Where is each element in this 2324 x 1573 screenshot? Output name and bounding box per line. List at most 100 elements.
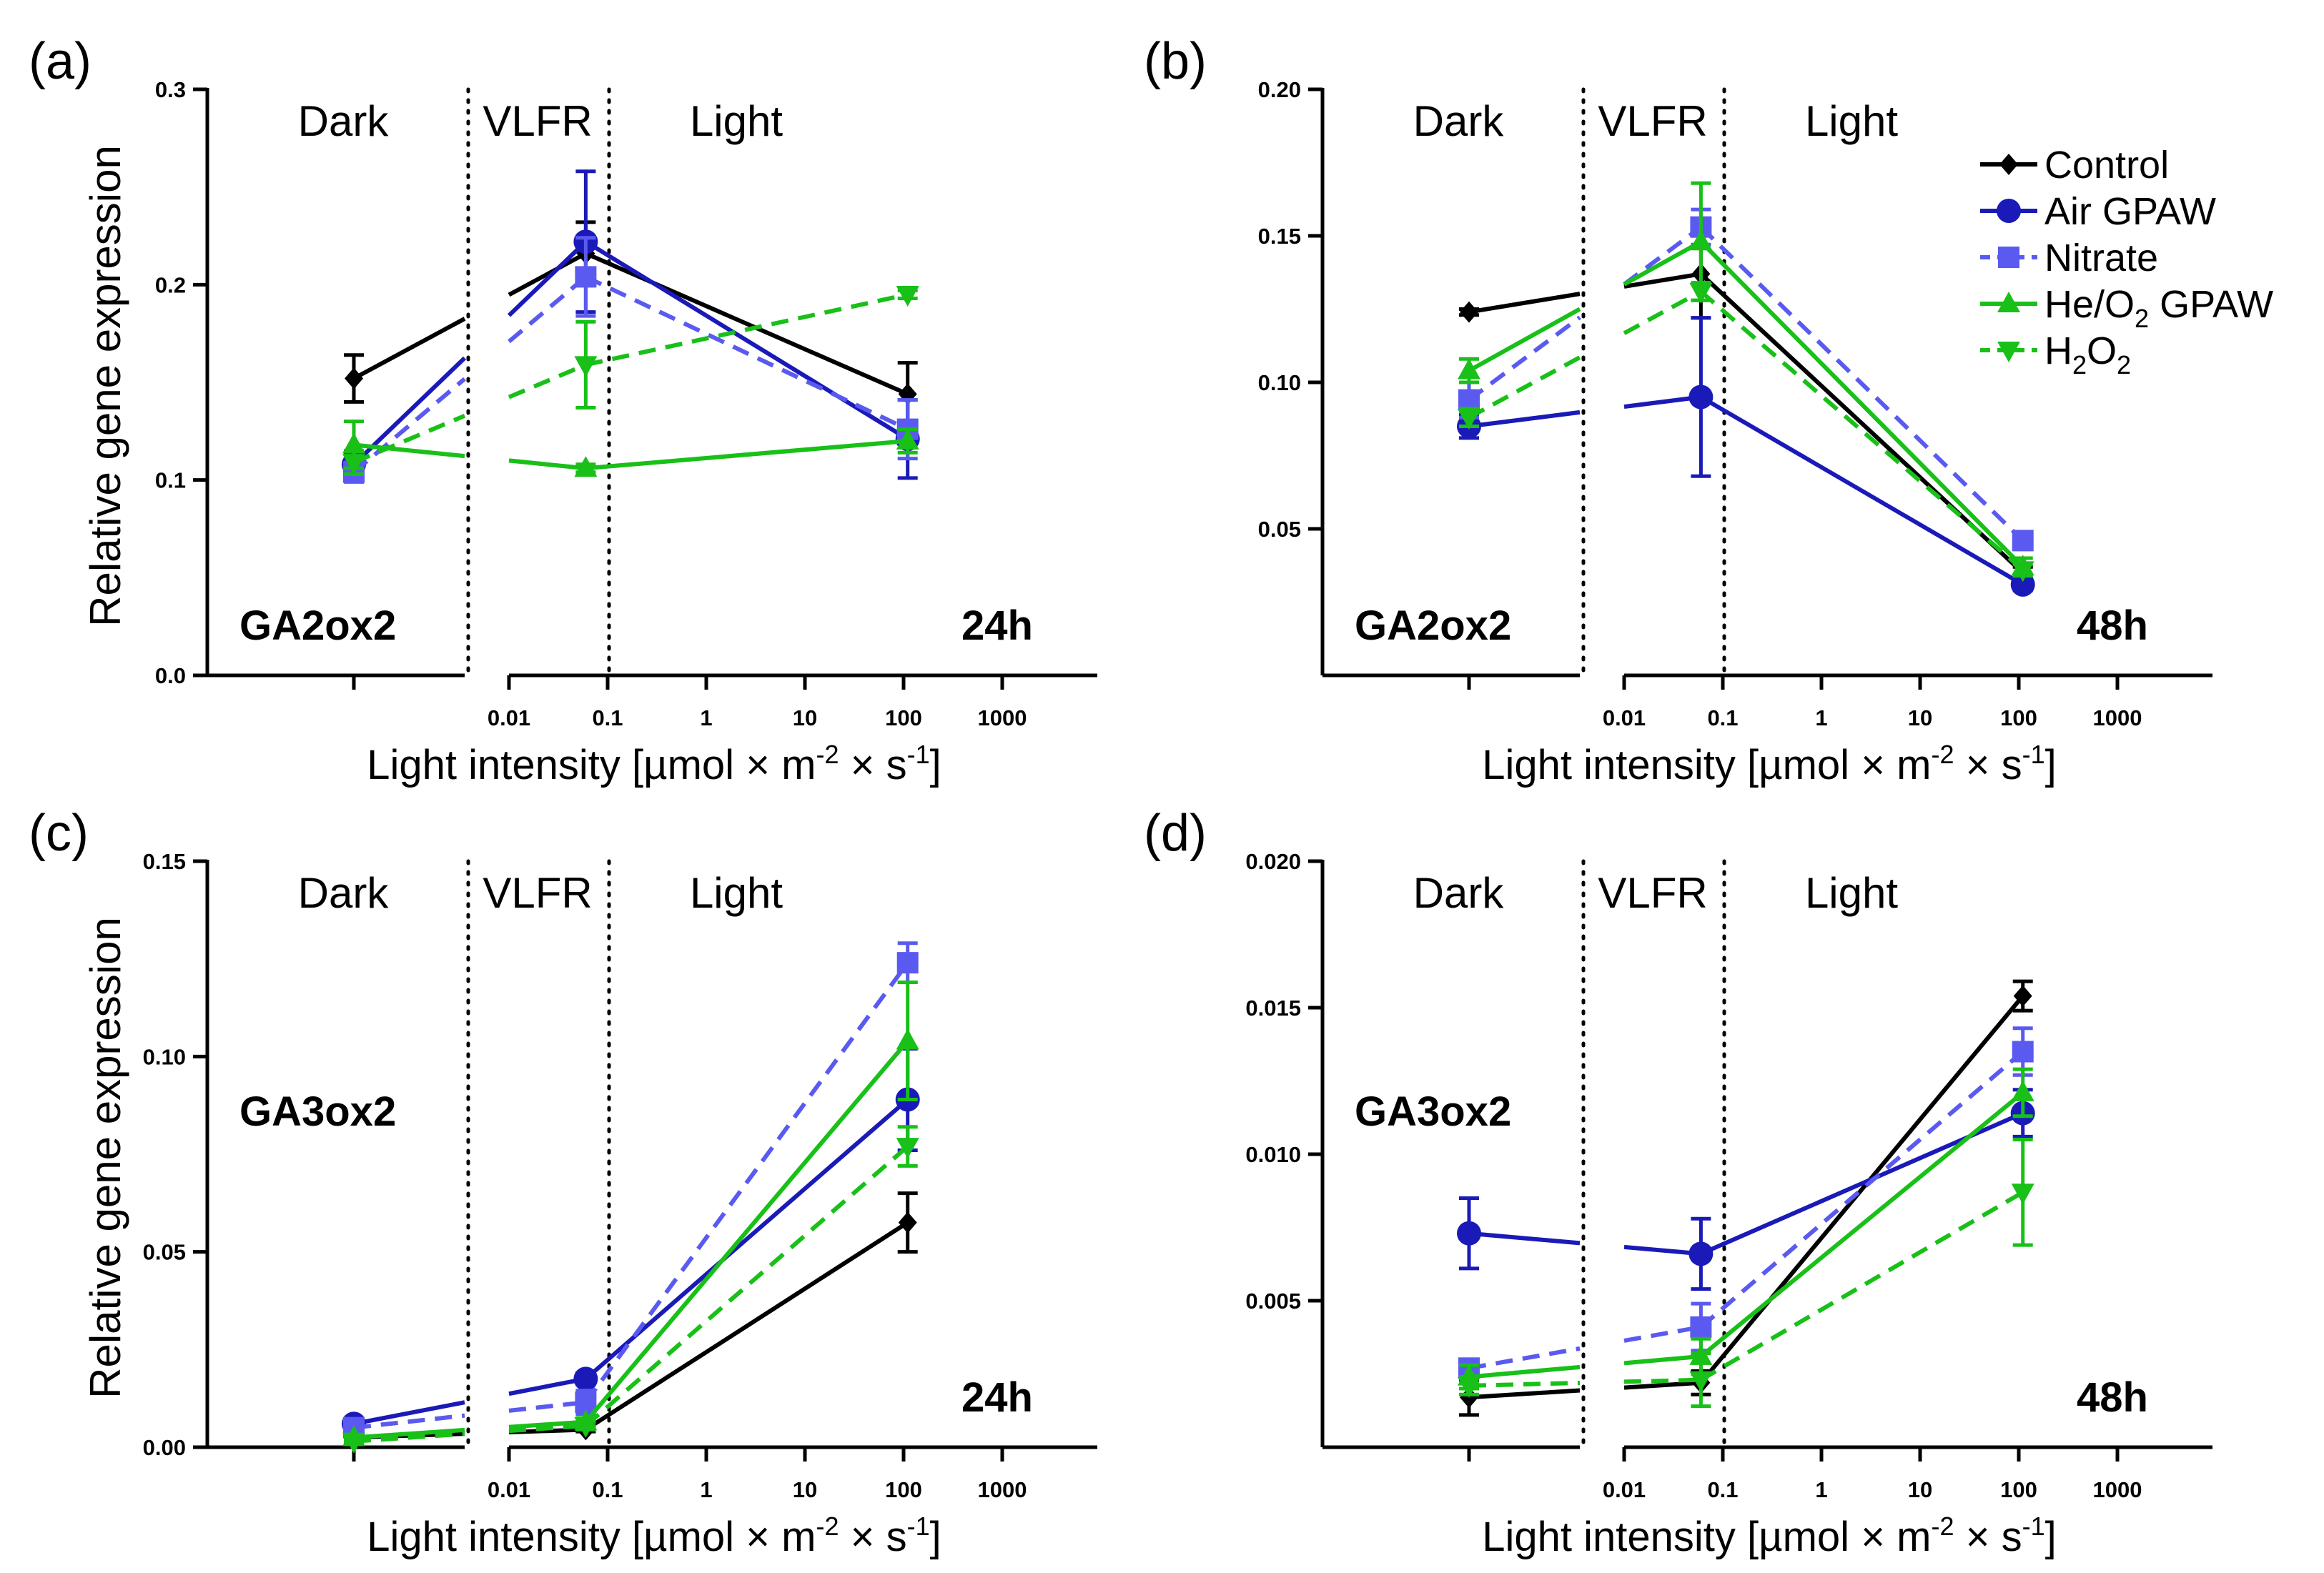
series-nitrate xyxy=(1458,1026,2034,1379)
x-tick-label: 1000 xyxy=(2093,1477,2142,1502)
x-axis-title-part: -2 xyxy=(1931,1512,1954,1541)
y-tick-label: 0.020 xyxy=(1245,849,1301,874)
x-tick-label: 100 xyxy=(2000,705,2037,730)
y-tick-label: 0.20 xyxy=(1258,77,1301,102)
legend-label-part: He/O xyxy=(2044,283,2135,326)
series-line xyxy=(1699,395,2024,587)
time-label: 24h xyxy=(961,602,1033,649)
x-axis-title: Light intensity [µmol × m-2 × s-1] xyxy=(1482,740,2056,788)
x-axis-title: Light intensity [µmol × m-2 × s-1] xyxy=(367,740,941,788)
data-point xyxy=(1458,409,1480,430)
y-tick-label: 0.15 xyxy=(1258,224,1301,249)
data-point xyxy=(896,1028,919,1050)
x-axis-title-part: -1 xyxy=(2022,740,2045,769)
series-line xyxy=(1623,1324,1701,1343)
data-point xyxy=(575,266,597,288)
x-tick-label: 1 xyxy=(1815,1477,1827,1502)
y-tick-label: 0.05 xyxy=(1258,517,1301,542)
region-label-light: Light xyxy=(690,97,783,145)
series-line xyxy=(1468,410,1581,429)
data-point xyxy=(1458,1376,1480,1398)
panel-2: 0.01 0.1 1 10 100 1000 0.05 0.10 0.15 0.20 Dark VLF… xyxy=(1144,33,2212,788)
series-he-o2-gpaw xyxy=(342,420,919,477)
series-line xyxy=(1468,315,1581,402)
region-label-dark: Dark xyxy=(1413,97,1505,145)
series-line xyxy=(1699,1190,2024,1382)
y-tick-label: 0.3 xyxy=(155,77,186,102)
legend-item: Control xyxy=(1980,144,2169,187)
series-line xyxy=(353,1400,465,1426)
series-air-gpaw xyxy=(342,169,920,480)
x-tick-label: 1000 xyxy=(978,1477,1027,1502)
series-line xyxy=(508,1423,586,1434)
gene-label: GA2ox2 xyxy=(239,602,396,649)
series-line xyxy=(1468,1346,1581,1371)
series-line xyxy=(508,275,588,344)
y-tick-label: 0.10 xyxy=(143,1044,186,1069)
series-line xyxy=(1468,292,1581,314)
data-point xyxy=(1460,301,1478,323)
series-air-gpaw xyxy=(1457,316,2035,597)
region-label-vlfr: VLFR xyxy=(1598,869,1707,917)
panel-1: 0.01 0.1 1 10 100 1000 0.0 0.1 0.2 0.3 Dark VLFR Lig… xyxy=(29,33,1097,788)
data-point xyxy=(896,952,919,974)
y-tick-label: 0.1 xyxy=(155,468,186,493)
series-line xyxy=(508,1419,586,1429)
x-tick-label: 1 xyxy=(700,1477,712,1502)
y-tick-label: 0.010 xyxy=(1245,1142,1301,1167)
x-tick-label: 10 xyxy=(793,1477,817,1502)
series-line xyxy=(584,1098,909,1381)
series-line xyxy=(1468,355,1581,420)
y-tick-label: 0.005 xyxy=(1245,1289,1301,1314)
y-axis-title: Relative gene expression xyxy=(81,145,129,627)
series-line xyxy=(584,1144,909,1428)
x-tick-label: 100 xyxy=(885,1477,922,1502)
series-line xyxy=(1699,1050,2024,1329)
series-nitrate xyxy=(343,941,919,1439)
series-line xyxy=(1699,1091,2024,1359)
data-point xyxy=(574,1416,598,1438)
series-line xyxy=(508,362,587,400)
series-line xyxy=(1468,1364,1581,1379)
x-tick-label: 0.1 xyxy=(592,1477,623,1502)
legend-label-part: GPAW xyxy=(2149,283,2273,326)
time-label: 24h xyxy=(961,1374,1033,1421)
data-point xyxy=(2013,985,2032,1007)
region-label-vlfr: VLFR xyxy=(483,869,592,917)
data-point xyxy=(1458,358,1480,379)
legend-label-subscript: 2 xyxy=(2135,304,2149,333)
data-point xyxy=(1689,282,1713,304)
series-line xyxy=(353,1413,465,1430)
x-axis-title-part: -1 xyxy=(2022,1512,2045,1541)
series-line xyxy=(352,377,466,475)
series-line xyxy=(1468,1380,1581,1388)
series-h2o2 xyxy=(1458,281,2034,582)
x-axis-title-part: × s xyxy=(1954,742,2022,788)
x-tick-label: 0.01 xyxy=(488,705,530,730)
gene-label: GA2ox2 xyxy=(1355,602,1511,649)
series-line xyxy=(585,251,909,397)
x-axis-title-part: -1 xyxy=(907,740,930,769)
region-label-vlfr: VLFR xyxy=(1598,97,1707,145)
data-point xyxy=(574,456,598,477)
x-axis-title: Light intensity [µmol × m-2 × s-1] xyxy=(1482,1512,2056,1560)
legend-label-subscript: 2 xyxy=(2072,350,2087,379)
region-label-vlfr: VLFR xyxy=(483,97,592,145)
x-axis-title-part: -1 xyxy=(907,1512,930,1541)
series-line xyxy=(1623,225,1703,287)
legend-marker xyxy=(1997,199,2021,223)
series-air-gpaw xyxy=(342,1046,920,1436)
time-label: 48h xyxy=(2077,602,2148,649)
gene-label: GA3ox2 xyxy=(1355,1088,1511,1135)
data-point xyxy=(2012,1041,2034,1063)
legend-item: H2O2 xyxy=(1980,329,2131,379)
series-line xyxy=(584,1221,909,1431)
x-axis-title-part: Light intensity [µmol × m xyxy=(367,1514,816,1560)
x-axis-title-part: ] xyxy=(2045,1514,2057,1560)
legend-label: Control xyxy=(2044,144,2169,187)
data-point xyxy=(898,1211,917,1234)
series-line xyxy=(353,1431,465,1444)
data-point xyxy=(575,1391,597,1414)
x-tick-label: 0.1 xyxy=(592,705,623,730)
data-point xyxy=(345,367,363,389)
